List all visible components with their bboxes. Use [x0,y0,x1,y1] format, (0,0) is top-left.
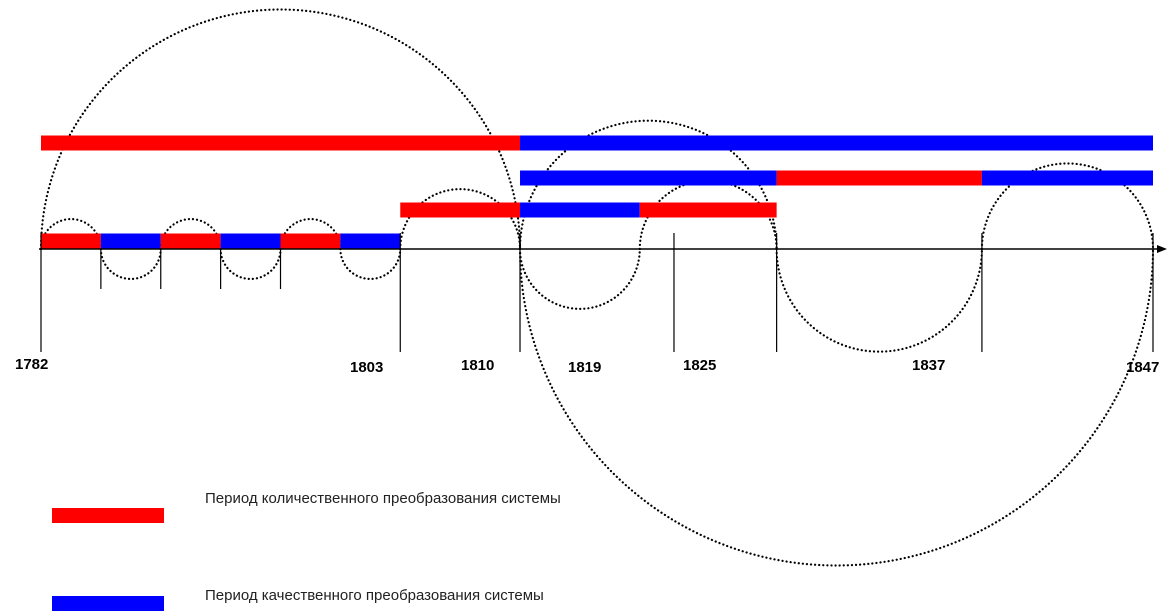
cycle-arc [518,119,778,251]
period-bar-qualitative [100,233,161,249]
period-bar-quantitative [41,135,521,151]
tick-label-1847: 1847 [1126,359,1159,376]
year-labels: 1782 1803 1810 1819 1825 1837 1847 [15,356,1159,376]
cycle-arc [518,247,641,310]
legend-item-qualitative: Период качественного преобразования сист… [52,556,1152,611]
period-bar-qualitative [520,135,1153,151]
axis-arrow-icon [1157,245,1167,253]
legend-swatch-qualitative [52,596,164,611]
period-bar-quantitative [776,170,982,186]
period-bar-qualitative [520,170,777,186]
period-bar-qualitative [981,170,1153,186]
legend-swatch-quantitative [52,508,164,523]
period-bar-quantitative [639,202,777,218]
period-bar-quantitative [280,233,341,249]
tick-label-1837: 1837 [912,357,945,374]
timeline-diagram: 1782 1803 1810 1819 1825 1837 1847 [15,8,1167,567]
cycle-arc [775,247,984,353]
period-bar-qualitative [220,233,281,249]
legend-label-quantitative: Период количественного преобразования си… [205,490,561,507]
tick-label-1803: 1803 [350,359,383,376]
period-bars [41,135,1153,249]
tick-label-1810: 1810 [461,357,494,374]
tick-label-1825: 1825 [683,357,716,374]
legend-item-quantitative: Период количественного преобразования си… [52,490,1152,528]
cycle-arc [980,162,1155,251]
cycle-arc [219,247,282,280]
legend-label-qualitative: Период качественного преобразования сист… [205,587,544,604]
period-bar-qualitative [340,233,401,249]
period-bar-qualitative [520,202,640,218]
time-axis [39,233,1167,352]
cycle-arc [518,247,1155,567]
period-bar-quantitative [400,202,521,218]
tick-label-1782: 1782 [15,356,48,373]
cycle-arc [99,247,162,280]
tick-label-1819: 1819 [568,359,601,376]
period-bar-quantitative [160,233,221,249]
cycle-arc [399,188,522,251]
cycle-arc [339,247,402,280]
cycle-arcs [39,8,1155,567]
period-bar-quantitative [41,233,101,249]
